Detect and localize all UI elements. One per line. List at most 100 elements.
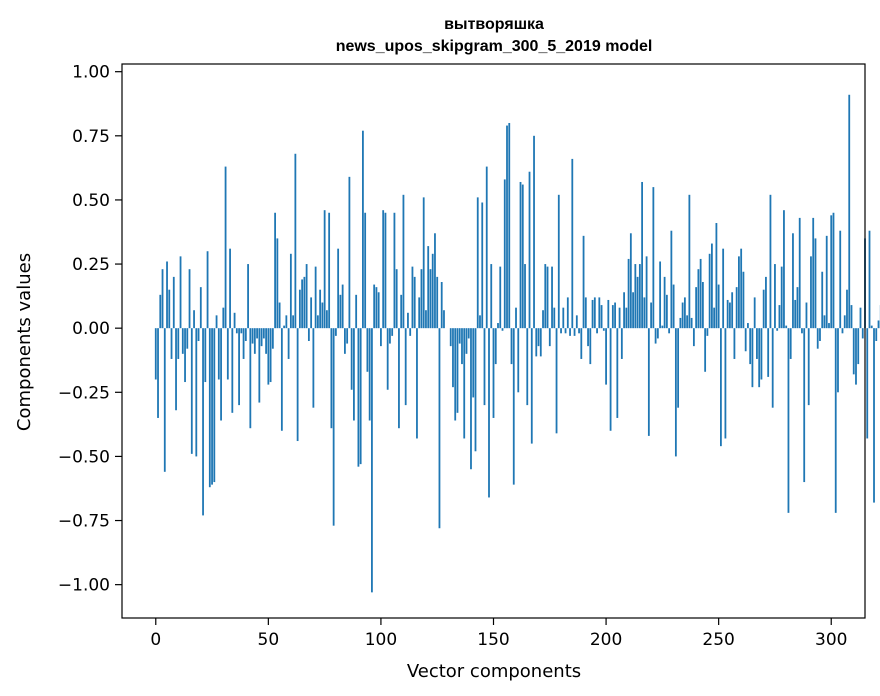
bar-component-7: [170, 328, 173, 359]
bar-component-181: [562, 307, 565, 329]
bar-series: [154, 94, 880, 593]
bar-component-287: [801, 328, 803, 334]
bar-component-142: [474, 328, 477, 452]
bar-component-27: [215, 315, 218, 329]
bar-component-74: [321, 302, 324, 329]
bar-component-63: [296, 328, 299, 442]
bar-component-49: [265, 328, 267, 354]
y-tick-label: −0.75: [58, 512, 110, 532]
bar-component-152: [497, 323, 499, 329]
bar-component-89: [355, 294, 358, 329]
bar-component-193: [589, 328, 592, 365]
x-tick-label: 100: [365, 630, 397, 650]
bar-component-321: [877, 320, 880, 329]
bar-component-159: [512, 328, 515, 485]
bar-component-253: [724, 328, 727, 439]
bar-component-183: [566, 297, 569, 329]
bar-component-85: [346, 328, 349, 344]
bar-component-67: [305, 264, 308, 329]
bar-component-96: [371, 328, 373, 593]
bar-component-84: [344, 328, 346, 354]
bar-component-119: [422, 197, 425, 329]
bar-component-131: [449, 328, 452, 347]
bar-component-154: [501, 328, 504, 331]
bar-component-189: [580, 328, 583, 359]
bar-component-178: [555, 328, 558, 434]
bar-component-179: [557, 194, 560, 329]
bar-component-132: [452, 328, 454, 388]
bar-component-239: [692, 328, 695, 347]
bar-component-218: [645, 256, 648, 329]
bar-component-101: [382, 210, 385, 329]
bar-component-230: [672, 284, 675, 329]
bar-component-120: [425, 310, 427, 329]
bar-component-100: [380, 328, 382, 347]
chart-title-line-1: вытворяшка: [444, 16, 544, 33]
bar-component-175: [548, 328, 551, 347]
bar-component-250: [717, 284, 720, 329]
bar-component-227: [665, 294, 668, 329]
bar-component-203: [611, 305, 614, 329]
bar-component-69: [310, 297, 313, 329]
bar-component-320: [875, 328, 878, 341]
bar-component-157: [508, 122, 511, 329]
bar-component-71: [314, 266, 317, 329]
bar-component-12: [181, 328, 184, 354]
bar-component-192: [587, 328, 589, 347]
bar-component-30: [222, 307, 225, 329]
bar-component-149: [490, 264, 493, 329]
bar-component-222: [654, 328, 657, 344]
bar-component-251: [720, 328, 722, 447]
bar-component-220: [650, 302, 653, 329]
bar-component-318: [870, 325, 873, 329]
bar-component-313: [859, 307, 862, 329]
y-tick-label: 0.75: [72, 127, 110, 147]
bar-component-24: [208, 328, 211, 488]
bar-component-182: [564, 328, 567, 334]
bar-component-168: [533, 135, 535, 329]
bar-component-246: [708, 253, 711, 329]
bar-component-43: [251, 328, 254, 344]
bar-component-190: [582, 235, 585, 329]
bar-component-232: [677, 328, 680, 408]
bar-component-115: [413, 276, 416, 329]
bar-component-202: [609, 328, 612, 431]
bar-component-207: [620, 328, 623, 359]
bar-component-92: [362, 130, 364, 329]
bar-component-225: [661, 325, 664, 329]
bar-component-76: [325, 310, 328, 329]
bar-component-267: [756, 328, 758, 359]
bar-component-126: [438, 328, 441, 529]
bar-component-236: [686, 315, 689, 329]
bar-component-124: [434, 233, 436, 329]
bar-component-172: [542, 310, 544, 329]
bar-component-305: [841, 328, 844, 334]
bar-component-16: [190, 328, 193, 454]
bar-component-60: [289, 253, 292, 329]
bar-component-51: [269, 328, 272, 383]
y-tick-label: −1.00: [58, 576, 110, 596]
bar-component-180: [560, 328, 562, 334]
bar-component-88: [353, 328, 355, 421]
x-axis-label: Vector components: [407, 661, 581, 682]
bar-component-112: [407, 312, 409, 329]
bar-component-94: [366, 328, 369, 372]
bar-component-3: [161, 269, 164, 329]
bar-component-125: [436, 276, 439, 329]
bar-component-48: [262, 328, 265, 339]
bar-component-87: [350, 328, 353, 390]
bar-component-238: [690, 317, 693, 329]
bar-component-34: [231, 328, 234, 413]
bar-component-68: [307, 328, 310, 341]
bar-component-201: [607, 299, 610, 329]
y-tick-label: 1.00: [72, 63, 110, 83]
bar-component-211: [629, 233, 632, 329]
bar-component-282: [789, 328, 792, 359]
bar-component-95: [368, 328, 371, 421]
bar-component-212: [632, 292, 634, 329]
bar-component-164: [524, 264, 526, 329]
bar-component-145: [481, 202, 484, 329]
bar-component-22: [204, 328, 207, 383]
bar-component-224: [659, 261, 662, 329]
